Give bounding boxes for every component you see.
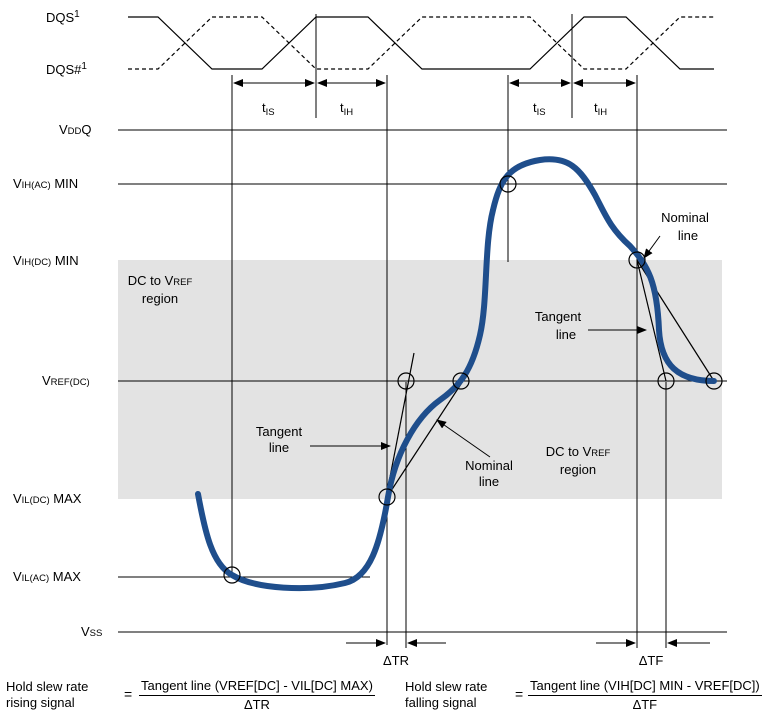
nominal-label-rise-2: line: [479, 474, 499, 489]
dc-vref-region-shading: [118, 260, 722, 499]
region-label-top: DC to VREF: [128, 273, 193, 288]
dqs-waveform: [128, 16, 714, 70]
rise-formula-numerator: Tangent line (VREF[DC] - VIL[DC] MAX): [139, 678, 375, 696]
tangent-label-rise: Tangent: [256, 424, 303, 439]
nominal-label-fall-2: line: [678, 228, 698, 243]
dqs-n-waveform: [128, 16, 714, 70]
fall-tangent-line: [636, 259, 667, 382]
fall-formula-numerator: Tangent line (VIH[DC] MIN - VREF[DC]): [528, 678, 762, 696]
nominal-label-fall: Nominal: [661, 210, 709, 225]
crossing-circles: [223, 175, 723, 584]
tis-label-1: tIS: [262, 100, 275, 118]
tangent-label-rise-2: line: [269, 440, 289, 455]
rise-formula-label: Hold slew rate rising signal: [6, 679, 88, 711]
fall-formula-label: Hold slew rate falling signal: [405, 679, 487, 711]
rise-formula-label-line2: rising signal: [6, 695, 75, 710]
voltage-lines: [118, 129, 727, 633]
region-label-bottom-2: region: [560, 462, 596, 477]
vih-ac-label: VIH(AC) MIN: [13, 176, 78, 191]
nominal-label-rise: Nominal: [465, 458, 513, 473]
rise-formula-denominator: ΔTR: [243, 697, 270, 712]
dqs-label: DQS1: [46, 9, 80, 25]
tih-label-1: tIH: [340, 100, 353, 118]
fall-formula-denominator: ΔTF: [632, 697, 658, 712]
vref-label: VREF(DC): [42, 373, 90, 388]
fall-equals-sign: =: [515, 686, 524, 702]
dqs-n-label: DQS#1: [46, 61, 87, 77]
region-label-bottom: DC to VREF: [546, 444, 611, 459]
fall-formula-label-line1: Hold slew rate: [405, 679, 488, 694]
tis-label-2: tIS: [533, 100, 546, 118]
tangent-label-fall: Tangent: [535, 309, 582, 324]
vih-dc-label: VIH(DC) MIN: [13, 253, 79, 268]
delta-tf-label: ΔTF: [639, 653, 664, 668]
rise-formula-fraction: Tangent line (VREF[DC] - VIL[DC] MAX) ΔT…: [139, 678, 375, 713]
region-label-top-2: region: [142, 291, 178, 306]
rise-nominal-line: [386, 380, 464, 498]
fall-formula-fraction: Tangent line (VIH[DC] MIN - VREF[DC]) ΔT…: [528, 678, 762, 713]
timing-verticals: [231, 14, 667, 648]
vddq-label: VDDQ: [59, 122, 92, 137]
vil-dc-label: VIL(DC) MAX: [13, 491, 82, 506]
fall-formula-label-line2: falling signal: [405, 695, 477, 710]
tih-label-2: tIH: [594, 100, 607, 118]
delta-tr-label: ΔTR: [383, 653, 409, 668]
pointer-arrows: [310, 235, 661, 458]
rise-formula-label-line1: Hold slew rate: [6, 679, 89, 694]
vil-ac-label: VIL(AC) MAX: [13, 569, 81, 584]
rise-equals-sign: =: [124, 686, 133, 702]
vss-label: VSS: [81, 624, 102, 639]
tangent-label-fall-2: line: [556, 327, 576, 342]
